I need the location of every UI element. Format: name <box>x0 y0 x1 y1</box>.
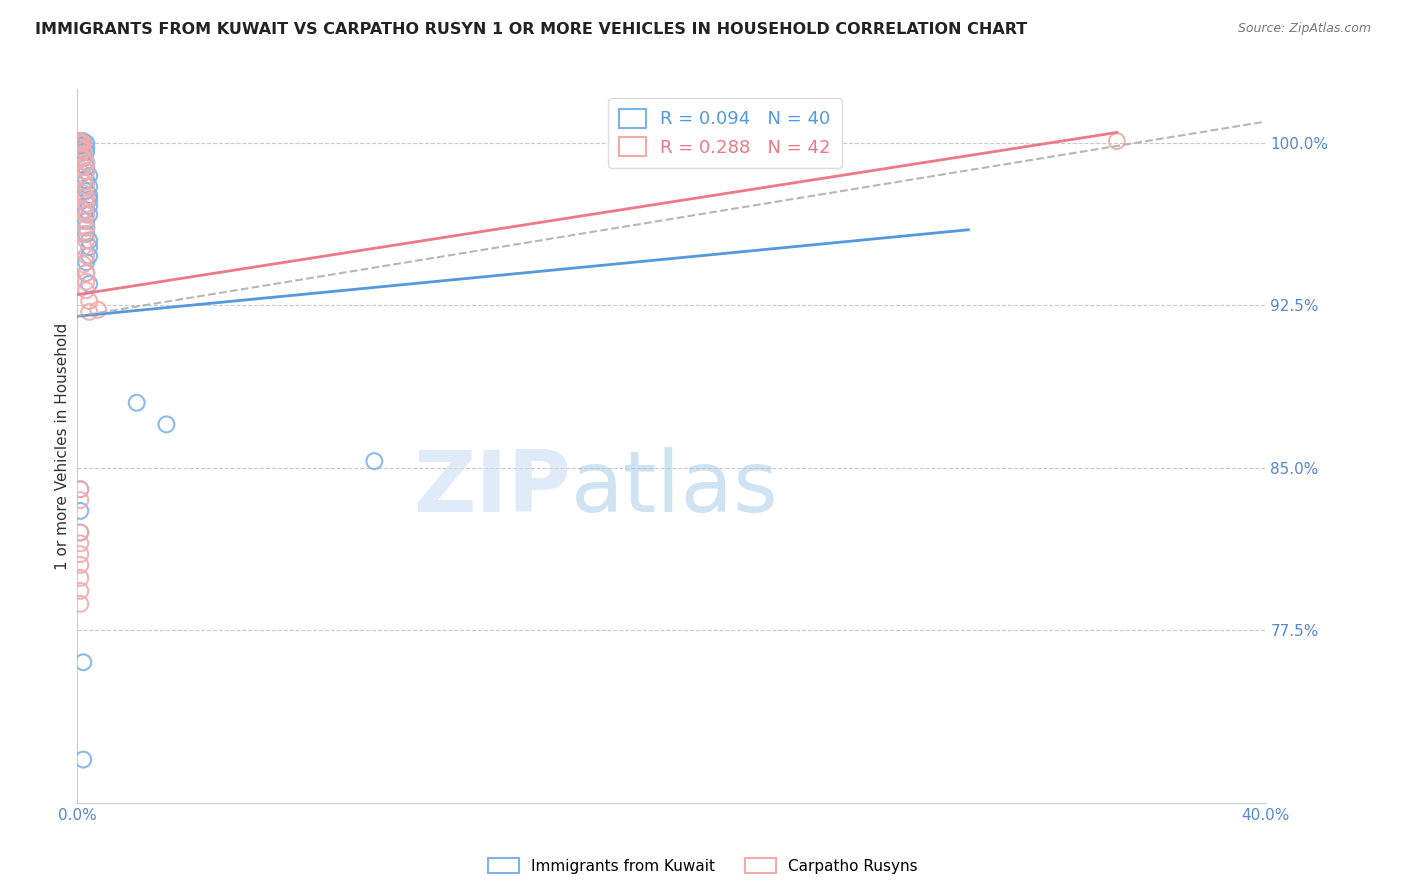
Point <box>69 597 91 611</box>
Point <box>72 227 94 241</box>
Point <box>69 134 91 148</box>
Point <box>75 190 97 204</box>
Point <box>77 188 100 202</box>
Text: atlas: atlas <box>571 447 779 531</box>
Point <box>77 294 100 309</box>
Point <box>75 155 97 169</box>
Point <box>72 655 94 669</box>
Point <box>66 134 89 148</box>
Point <box>72 152 94 166</box>
Point <box>69 134 91 148</box>
Point <box>69 525 91 540</box>
Point <box>72 203 94 218</box>
Point <box>72 214 94 228</box>
Point <box>77 240 100 254</box>
Point <box>69 536 91 550</box>
Point <box>77 208 100 222</box>
Point <box>75 227 97 241</box>
Point <box>69 169 91 183</box>
Point <box>72 753 94 767</box>
Point <box>77 199 100 213</box>
Point <box>75 140 97 154</box>
Legend: R = 0.094   N = 40, R = 0.288   N = 42: R = 0.094 N = 40, R = 0.288 N = 42 <box>607 98 842 168</box>
Y-axis label: 1 or more Vehicles in Household: 1 or more Vehicles in Household <box>55 322 70 570</box>
Point <box>69 504 91 518</box>
Point <box>75 179 97 194</box>
Point <box>75 164 97 178</box>
Point <box>75 234 97 248</box>
Text: ZIP: ZIP <box>412 447 571 531</box>
Point <box>77 305 100 319</box>
Point <box>75 145 97 159</box>
Point <box>77 179 100 194</box>
Point <box>75 249 97 263</box>
Point <box>69 136 91 151</box>
Point <box>125 396 148 410</box>
Point <box>75 220 97 235</box>
Point <box>69 482 91 496</box>
Point <box>69 493 91 508</box>
Point <box>69 525 91 540</box>
Point <box>75 266 97 280</box>
Point <box>75 214 97 228</box>
Point <box>69 138 91 153</box>
Point <box>72 143 94 157</box>
Point <box>72 186 94 200</box>
Point <box>75 266 97 280</box>
Point <box>69 482 91 496</box>
Point <box>75 173 97 187</box>
Point <box>72 145 94 159</box>
Point <box>77 249 100 263</box>
Point <box>72 175 94 189</box>
Text: Source: ZipAtlas.com: Source: ZipAtlas.com <box>1237 22 1371 36</box>
Point <box>75 196 97 211</box>
Point <box>77 234 100 248</box>
Point <box>75 275 97 289</box>
Text: IMMIGRANTS FROM KUWAIT VS CARPATHO RUSYN 1 OR MORE VEHICLES IN HOUSEHOLD CORRELA: IMMIGRANTS FROM KUWAIT VS CARPATHO RUSYN… <box>35 22 1028 37</box>
Point <box>72 138 94 153</box>
Point <box>75 155 97 169</box>
Point <box>72 240 94 254</box>
Point <box>72 152 94 166</box>
Point <box>72 134 94 148</box>
Point <box>72 257 94 271</box>
Point <box>75 255 97 269</box>
Point <box>75 283 97 297</box>
Point <box>69 558 91 572</box>
Point <box>69 583 91 598</box>
Point <box>77 193 100 207</box>
Point <box>75 208 97 222</box>
Point <box>75 164 97 178</box>
Point <box>87 302 110 317</box>
Point <box>75 136 97 151</box>
Point <box>75 203 97 218</box>
Point <box>69 547 91 561</box>
Point <box>77 169 100 183</box>
Point <box>77 277 100 291</box>
Point <box>75 160 97 174</box>
Point <box>72 160 94 174</box>
Point <box>66 134 89 148</box>
Point <box>363 454 385 468</box>
Point <box>69 147 91 161</box>
Point <box>75 184 97 198</box>
Point <box>155 417 177 432</box>
Point <box>69 571 91 585</box>
Point <box>72 136 94 151</box>
Legend: Immigrants from Kuwait, Carpatho Rusyns: Immigrants from Kuwait, Carpatho Rusyns <box>482 852 924 880</box>
Point <box>75 220 97 235</box>
Point <box>1105 134 1128 148</box>
Point <box>69 140 91 154</box>
Point <box>69 143 91 157</box>
